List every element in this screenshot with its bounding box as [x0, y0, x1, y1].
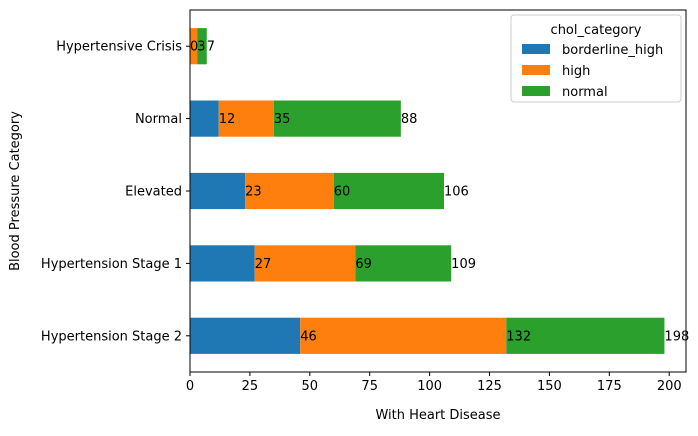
x-tick-label: 100: [417, 379, 442, 394]
x-axis-label: With Heart Disease: [375, 408, 500, 423]
bar-segment: [190, 317, 301, 354]
bar-segment: [254, 245, 356, 282]
data-label: 35: [274, 112, 291, 127]
legend-label: high: [562, 64, 590, 79]
data-label: 106: [444, 185, 469, 200]
y-tick-label: Elevated: [125, 185, 182, 200]
data-label: 88: [401, 112, 418, 127]
x-tick-label: 75: [361, 379, 378, 394]
x-tick-label: 50: [302, 379, 319, 394]
legend-label: normal: [562, 85, 608, 100]
y-tick-label: Hypertensive Crisis: [56, 40, 182, 55]
y-tick-label: Hypertension Stage 2: [41, 329, 182, 344]
data-label: 12: [219, 112, 236, 127]
y-axis-label: Blood Pressure Category: [8, 111, 23, 271]
bar-segment: [190, 245, 255, 282]
legend-title: chol_category: [551, 23, 642, 38]
bar-segment: [273, 100, 401, 137]
bar-segment: [245, 172, 334, 210]
bar-segment: [300, 317, 507, 354]
data-label: 23: [245, 185, 262, 200]
bar-segment: [333, 172, 444, 210]
bar-segment: [355, 245, 452, 282]
bar-segment: [190, 100, 219, 137]
data-label: 0: [190, 40, 198, 55]
bar-segment: [190, 28, 198, 65]
data-label: 198: [664, 329, 689, 344]
data-label: 69: [355, 257, 372, 272]
legend-swatch: [522, 65, 550, 75]
bar-segment: [190, 172, 246, 210]
data-label: 7: [207, 40, 215, 55]
data-label: 60: [334, 185, 351, 200]
legend-swatch: [522, 44, 550, 54]
legend-label: borderline_high: [562, 43, 663, 58]
data-label: 109: [451, 257, 476, 272]
x-tick-label: 200: [657, 379, 682, 394]
data-label: 46: [300, 329, 317, 344]
legend-swatch: [522, 86, 550, 96]
data-label: 3: [197, 40, 205, 55]
y-tick-label: Normal: [135, 112, 182, 127]
bar-segment: [197, 28, 207, 65]
bar-segment: [506, 317, 665, 354]
x-tick-label: 0: [186, 379, 194, 394]
x-tick-label: 25: [242, 379, 259, 394]
data-label: 27: [255, 257, 272, 272]
x-tick-label: 150: [537, 379, 562, 394]
y-tick-label: Hypertension Stage 1: [41, 257, 182, 272]
x-tick-label: 175: [597, 379, 622, 394]
data-label: 132: [506, 329, 531, 344]
x-tick-label: 125: [477, 379, 502, 394]
bar-segment: [218, 100, 274, 137]
legend-frame: [510, 14, 682, 103]
